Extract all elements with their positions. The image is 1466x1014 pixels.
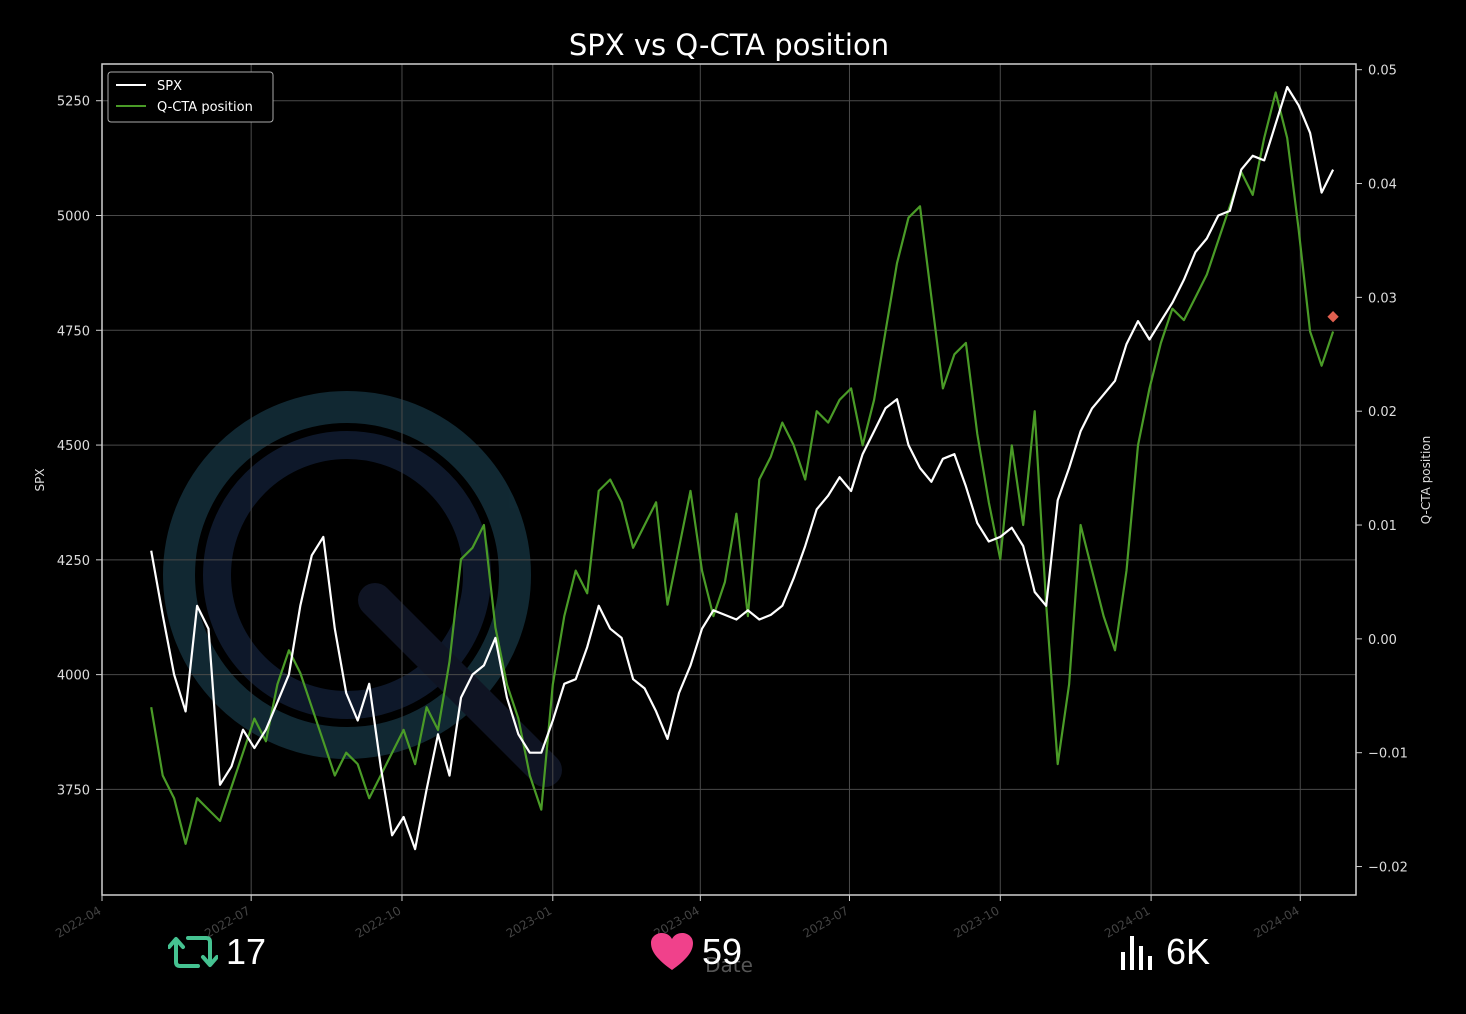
- heart-icon: [650, 932, 694, 972]
- gridlines: [101, 64, 1356, 895]
- y2-tick-label: 0.01: [1368, 519, 1397, 534]
- x-axis-label: Date: [705, 953, 753, 977]
- legend: SPX Q-CTA position: [107, 71, 274, 123]
- like-count: 59: [702, 931, 743, 972]
- y-tick-label: 4250: [57, 554, 90, 569]
- legend-label-spx: SPX: [157, 79, 182, 94]
- plot-frame: [101, 63, 1357, 896]
- y2-tick-label: 0.00: [1368, 633, 1397, 648]
- y-tick-label: 4500: [57, 439, 90, 454]
- latest-position-marker: [1327, 311, 1339, 323]
- series-line-spx: [150, 85, 1335, 851]
- views-button[interactable]: 6K: [1118, 922, 1210, 982]
- y2-axis-label: Q-CTA position: [1419, 436, 1433, 524]
- series-line-q-cta-position: [150, 91, 1335, 845]
- views-count: 6K: [1166, 931, 1211, 972]
- retweet-icon: [168, 932, 218, 972]
- y-tick-label: 4000: [57, 669, 90, 684]
- y2-tick-label: 0.03: [1368, 291, 1397, 306]
- series-layer: [150, 85, 1339, 851]
- retweet-count: 17: [226, 931, 267, 972]
- y2-tick-label: 0.02: [1368, 405, 1397, 420]
- retweet-button[interactable]: 17: [168, 922, 266, 982]
- chart-title: SPX vs Q-CTA position: [569, 28, 889, 62]
- y2-tick-label: −0.02: [1368, 861, 1408, 876]
- legend-label-qcta: Q-CTA position: [157, 100, 253, 115]
- y-tick-label: 3750: [57, 783, 90, 798]
- y-tick-label: 5000: [57, 210, 90, 225]
- y-axis-label: SPX: [33, 468, 47, 491]
- y-tick-label: 5250: [57, 95, 90, 110]
- y2-tick-label: 0.05: [1368, 64, 1397, 79]
- like-button[interactable]: 59: [650, 922, 742, 982]
- y2-tick-label: 0.04: [1368, 178, 1397, 193]
- y2-tick-label: −0.01: [1368, 747, 1408, 762]
- bar-chart-icon: [1118, 932, 1158, 972]
- y-tick-label: 4750: [57, 324, 90, 339]
